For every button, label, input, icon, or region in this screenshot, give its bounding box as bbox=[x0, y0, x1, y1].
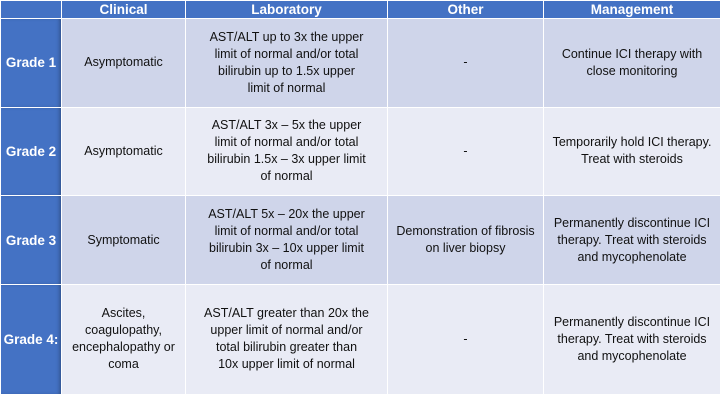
clinical-text: Symptomatic bbox=[87, 232, 160, 247]
grade-label: Grade 2 bbox=[0, 106, 62, 197]
header-corner bbox=[0, 0, 62, 19]
management-text: Continue ICI therapy with close monitori… bbox=[561, 46, 703, 78]
management-cell: Permanently discontinue ICI therapy. Tre… bbox=[543, 283, 720, 396]
laboratory-cell: AST/ALT up to 3x the upper limit of norm… bbox=[185, 18, 388, 108]
other-cell: Demonstration of fibrosis on liver biops… bbox=[387, 195, 544, 285]
header-laboratory: Laboratory bbox=[185, 0, 388, 19]
table-row: Grade 1 Asymptomatic AST/ALT up to 3x th… bbox=[0, 18, 720, 108]
header-other: Other bbox=[387, 0, 544, 19]
table-row: Grade 2 Asymptomatic AST/ALT 3x – 5x the… bbox=[0, 106, 720, 197]
management-cell: Continue ICI therapy with close monitori… bbox=[543, 18, 720, 108]
header-management: Management bbox=[543, 0, 720, 19]
other-text: Demonstration of fibrosis on liver biops… bbox=[396, 224, 535, 256]
hepatotoxicity-grade-table: Clinical Laboratory Other Management Gra… bbox=[0, 0, 720, 396]
other-cell: - bbox=[387, 283, 544, 396]
clinical-cell: Asymptomatic bbox=[61, 106, 186, 197]
clinical-cell: Asymptomatic bbox=[61, 18, 186, 108]
laboratory-text: AST/ALT 3x – 5x the upper limit of norma… bbox=[207, 118, 366, 184]
management-cell: Permanently discontinue ICI therapy. Tre… bbox=[543, 195, 720, 285]
laboratory-text: AST/ALT greater than 20x the upper limit… bbox=[204, 306, 369, 372]
laboratory-cell: AST/ALT 5x – 20x the upper limit of norm… bbox=[185, 195, 388, 285]
table-row: Grade 4: Ascites, coagulopathy, encephal… bbox=[0, 283, 720, 396]
management-text: Temporarily hold ICI therapy. Treat with… bbox=[552, 135, 712, 167]
other-cell: - bbox=[387, 18, 544, 108]
other-cell: - bbox=[387, 106, 544, 197]
laboratory-cell: AST/ALT greater than 20x the upper limit… bbox=[185, 283, 388, 396]
laboratory-text: AST/ALT 5x – 20x the upper limit of norm… bbox=[208, 207, 365, 273]
laboratory-cell: AST/ALT 3x – 5x the upper limit of norma… bbox=[185, 106, 388, 197]
management-cell: Temporarily hold ICI therapy. Treat with… bbox=[543, 106, 720, 197]
grade-label: Grade 3 bbox=[0, 195, 62, 285]
laboratory-text: AST/ALT up to 3x the upper limit of norm… bbox=[209, 29, 364, 95]
grade-label: Grade 1 bbox=[0, 18, 62, 108]
header-row: Clinical Laboratory Other Management bbox=[0, 0, 720, 19]
other-text: - bbox=[463, 143, 468, 158]
clinical-text: Ascites, coagulopathy, encephalopathy or… bbox=[72, 306, 175, 372]
clinical-text: Asymptomatic bbox=[84, 143, 163, 158]
management-text: Permanently discontinue ICI therapy. Tre… bbox=[553, 215, 711, 264]
other-text: - bbox=[463, 331, 468, 346]
grade-label: Grade 4: bbox=[0, 283, 62, 396]
clinical-cell: Ascites, coagulopathy, encephalopathy or… bbox=[61, 283, 186, 396]
clinical-text: Asymptomatic bbox=[84, 55, 163, 70]
header-clinical: Clinical bbox=[61, 0, 186, 19]
management-text: Permanently discontinue ICI therapy. Tre… bbox=[553, 314, 711, 363]
clinical-cell: Symptomatic bbox=[61, 195, 186, 285]
table-row: Grade 3 Symptomatic AST/ALT 5x – 20x the… bbox=[0, 195, 720, 285]
other-text: - bbox=[463, 55, 468, 70]
